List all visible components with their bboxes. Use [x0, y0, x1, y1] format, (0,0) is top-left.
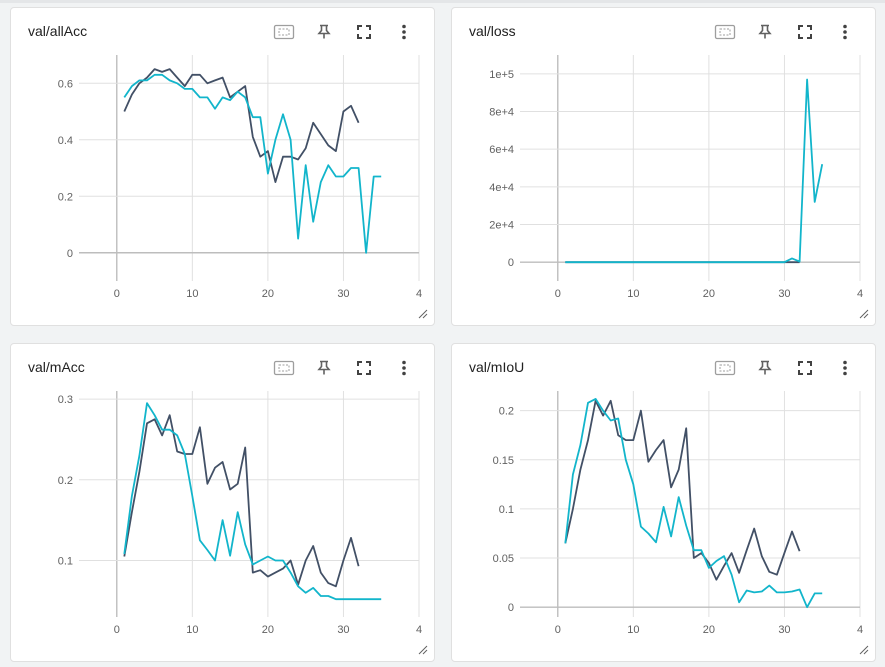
fullscreen-icon — [798, 361, 812, 375]
y-tick-label: 0.05 — [493, 553, 514, 565]
pin-button[interactable] — [745, 20, 785, 44]
fullscreen-button[interactable] — [344, 356, 384, 380]
more-options-button[interactable] — [384, 356, 424, 380]
pin-icon — [758, 24, 772, 39]
card-title: val/mIoU — [469, 359, 525, 375]
data-selection-icon — [273, 360, 295, 376]
x-tick-label: 0 — [114, 624, 120, 636]
more-options-button[interactable] — [825, 356, 865, 380]
y-tick-label: 0.3 — [58, 394, 73, 406]
resize-handle-icon[interactable] — [418, 309, 428, 319]
y-tick-label: 0.6 — [58, 78, 73, 90]
x-tick-label: 30 — [778, 288, 790, 300]
fullscreen-button[interactable] — [344, 20, 384, 44]
y-tick-label: 0.4 — [58, 135, 73, 147]
chart-card-allacc: val/allAcc 0 10 20 30 4 0 0.2 0.4 0.6 — [10, 7, 435, 326]
chart-plot[interactable]: 0 10 20 30 400.20.40.6 — [11, 8, 435, 326]
top-divider — [0, 0, 885, 3]
data-selection-button[interactable] — [264, 20, 304, 44]
y-tick-label: 0.1 — [499, 504, 514, 516]
chart-plot[interactable]: 0 10 20 30 400.050.10.150.2 — [452, 344, 876, 662]
x-tick-label: 10 — [627, 288, 639, 300]
y-tick-label: 2e+4 — [489, 220, 514, 232]
x-tick-label: 10 — [186, 288, 198, 300]
x-tick-label: 20 — [262, 624, 274, 636]
card-toolbar — [705, 356, 865, 380]
resize-handle-icon[interactable] — [859, 309, 869, 319]
card-toolbar — [264, 356, 424, 380]
card-title: val/loss — [469, 23, 516, 39]
series-line-run-cyan[interactable] — [123, 402, 382, 601]
x-tick-label: 0 — [555, 624, 561, 636]
x-tick-label: 10 — [186, 624, 198, 636]
series-line-run-dark[interactable] — [123, 68, 360, 184]
series-line-run-cyan[interactable] — [565, 78, 824, 264]
series-line-run-dark[interactable] — [123, 414, 360, 588]
y-tick-label: 0.2 — [499, 406, 514, 418]
series-line-run-cyan[interactable] — [564, 398, 823, 609]
y-tick-label: 0.1 — [58, 556, 73, 568]
resize-handle-icon[interactable] — [418, 645, 428, 655]
x-tick-label: 20 — [703, 288, 715, 300]
card-toolbar — [264, 20, 424, 44]
x-tick-label: 4 — [857, 288, 863, 300]
more-vert-icon — [843, 360, 847, 376]
data-selection-button[interactable] — [705, 20, 745, 44]
more-vert-icon — [402, 360, 406, 376]
y-tick-label: 4e+4 — [489, 182, 514, 194]
pin-button[interactable] — [745, 356, 785, 380]
pin-icon — [317, 360, 331, 375]
x-tick-label: 4 — [416, 624, 422, 636]
x-tick-label: 4 — [857, 624, 863, 636]
fullscreen-icon — [798, 25, 812, 39]
y-tick-label: 8e+4 — [489, 107, 514, 119]
y-tick-label: 0 — [508, 602, 514, 614]
x-tick-label: 10 — [627, 624, 639, 636]
pin-button[interactable] — [304, 356, 344, 380]
more-vert-icon — [402, 24, 406, 40]
chart-plot[interactable]: 0 10 20 30 4 0.1 0.2 0.3 — [11, 344, 435, 662]
y-tick-label: 0 — [508, 257, 514, 269]
x-tick-label: 20 — [703, 624, 715, 636]
x-tick-label: 30 — [337, 624, 349, 636]
card-toolbar — [705, 20, 865, 44]
fullscreen-button[interactable] — [785, 356, 825, 380]
data-selection-icon — [714, 24, 736, 40]
fullscreen-icon — [357, 25, 371, 39]
y-tick-label: 0.2 — [58, 475, 73, 487]
card-title: val/allAcc — [28, 23, 88, 39]
y-tick-label: 0.2 — [58, 191, 73, 203]
pin-icon — [758, 360, 772, 375]
pin-button[interactable] — [304, 20, 344, 44]
x-tick-label: 30 — [337, 288, 349, 300]
fullscreen-icon — [357, 361, 371, 375]
fullscreen-button[interactable] — [785, 20, 825, 44]
x-tick-label: 0 — [555, 288, 561, 300]
y-tick-label: 0.15 — [493, 455, 514, 467]
more-vert-icon — [843, 24, 847, 40]
x-tick-label: 20 — [262, 288, 274, 300]
resize-handle-icon[interactable] — [859, 645, 869, 655]
x-tick-label: 4 — [416, 288, 422, 300]
chart-card-loss: val/loss 0 10 20 30 4 0 2e+4 4e+4 6e+4 8e+4 1e+5 — [451, 7, 876, 326]
data-selection-button[interactable] — [264, 356, 304, 380]
x-tick-label: 0 — [114, 288, 120, 300]
y-tick-label: 0 — [67, 248, 73, 260]
y-tick-label: 6e+4 — [489, 144, 514, 156]
series-line-run-cyan[interactable] — [123, 73, 382, 254]
x-tick-label: 30 — [778, 624, 790, 636]
chart-card-miou: val/mIoU 0 10 20 30 4 0 0.05 0.1 0.15 0.2 — [451, 343, 876, 662]
chart-card-macc: val/mAcc 0 10 20 30 4 0.1 0.2 0.3 — [10, 343, 435, 662]
more-options-button[interactable] — [825, 20, 865, 44]
data-selection-icon — [273, 24, 295, 40]
pin-icon — [317, 24, 331, 39]
card-title: val/mAcc — [28, 359, 85, 375]
data-selection-icon — [714, 360, 736, 376]
y-tick-label: 1e+5 — [489, 69, 514, 81]
data-selection-button[interactable] — [705, 356, 745, 380]
more-options-button[interactable] — [384, 20, 424, 44]
series-line-run-dark[interactable] — [564, 399, 801, 581]
